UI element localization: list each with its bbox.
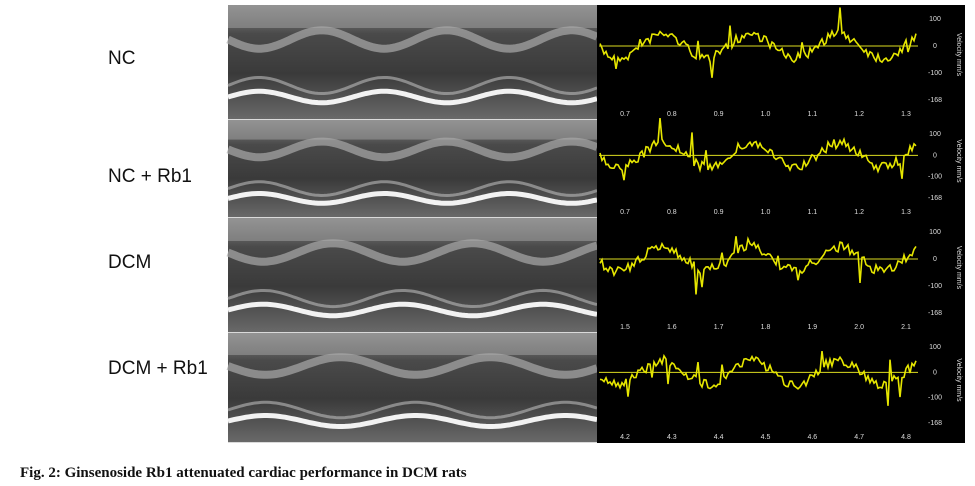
wall-top bbox=[226, 353, 599, 379]
m-mode-top bbox=[228, 218, 597, 241]
y-tick-label: 0 bbox=[933, 152, 937, 159]
x-tick-label: 1.9 bbox=[807, 324, 817, 331]
x-tick-label: 1.7 bbox=[714, 324, 724, 331]
wall-top bbox=[226, 239, 599, 266]
x-tick-label: 0.7 bbox=[620, 209, 630, 216]
panel-label: NC bbox=[108, 48, 135, 69]
x-tick-label: 0.9 bbox=[714, 209, 724, 216]
x-tick-label: 4.6 bbox=[807, 434, 817, 441]
wall-bottom-2 bbox=[227, 180, 598, 198]
y-axis-title: Velocity mm/s bbox=[955, 246, 962, 290]
y-tick-label: 100 bbox=[929, 131, 941, 138]
m-mode-top bbox=[228, 120, 597, 140]
panel-label: DCM bbox=[108, 252, 151, 273]
x-tick-label: 1.2 bbox=[854, 111, 864, 118]
y-tick-label: -100 bbox=[928, 395, 942, 402]
wall-bottom bbox=[227, 301, 598, 319]
x-tick-label: 4.3 bbox=[667, 434, 677, 441]
x-tick-label: 1.3 bbox=[901, 111, 911, 118]
x-tick-label: 1.5 bbox=[620, 324, 630, 331]
x-tick-label: 1.0 bbox=[761, 209, 771, 216]
x-tick-label: 1.2 bbox=[854, 209, 864, 216]
wall-top bbox=[226, 26, 599, 53]
y-tick-label: -168 bbox=[928, 195, 942, 202]
doppler-trace bbox=[599, 351, 917, 406]
wall-bottom-2 bbox=[227, 400, 598, 420]
wall-bottom bbox=[227, 88, 598, 106]
x-tick-label: 1.6 bbox=[667, 324, 677, 331]
m-mode-top bbox=[228, 333, 597, 355]
x-tick-label: 0.8 bbox=[667, 209, 677, 216]
m-mode-top bbox=[228, 5, 597, 28]
x-tick-label: 1.3 bbox=[901, 209, 911, 216]
y-tick-label: 0 bbox=[933, 369, 937, 376]
y-tick-label: -168 bbox=[928, 310, 942, 317]
doppler-trace bbox=[599, 7, 917, 78]
y-tick-label: 0 bbox=[933, 256, 937, 263]
x-tick-label: 1.8 bbox=[761, 324, 771, 331]
x-tick-label: 0.9 bbox=[714, 111, 724, 118]
doppler-image bbox=[597, 5, 965, 120]
y-tick-label: 100 bbox=[929, 16, 941, 23]
x-tick-label: 4.4 bbox=[714, 434, 724, 441]
doppler-trace bbox=[599, 118, 917, 181]
doppler-image bbox=[597, 120, 965, 218]
panel-label: DCM + Rb1 bbox=[108, 358, 208, 379]
panel-label: NC + Rb1 bbox=[108, 166, 192, 187]
y-tick-label: 100 bbox=[929, 344, 941, 351]
y-tick-label: 100 bbox=[929, 229, 941, 236]
doppler-image bbox=[597, 333, 965, 443]
y-axis-title: Velocity mm/s bbox=[955, 358, 962, 402]
caption: Fig. 2: Ginsenoside Rb1 attenuated cardi… bbox=[20, 465, 467, 481]
x-tick-label: 4.7 bbox=[854, 434, 864, 441]
y-tick-label: -168 bbox=[928, 97, 942, 104]
x-tick-label: 0.8 bbox=[667, 111, 677, 118]
wall-bottom-2 bbox=[227, 76, 598, 95]
wall-bottom bbox=[227, 413, 598, 429]
x-tick-label: 2.0 bbox=[854, 324, 864, 331]
y-tick-label: -100 bbox=[928, 70, 942, 77]
x-tick-label: 1.1 bbox=[807, 111, 817, 118]
y-tick-label: -168 bbox=[928, 420, 942, 427]
x-tick-label: 1.1 bbox=[807, 209, 817, 216]
y-axis-title: Velocity mm/s bbox=[955, 139, 962, 183]
x-tick-label: 0.7 bbox=[620, 111, 630, 118]
x-tick-label: 4.5 bbox=[761, 434, 771, 441]
x-tick-label: 4.2 bbox=[620, 434, 630, 441]
y-tick-label: 0 bbox=[933, 43, 937, 50]
y-axis-title: Velocity mm/s bbox=[955, 33, 962, 77]
x-tick-label: 1.0 bbox=[761, 111, 771, 118]
wall-top bbox=[226, 137, 599, 162]
y-tick-label: -100 bbox=[928, 283, 942, 290]
doppler-image bbox=[597, 218, 965, 333]
wall-bottom-2 bbox=[227, 288, 598, 309]
x-tick-label: 2.1 bbox=[901, 324, 911, 331]
x-tick-label: 4.8 bbox=[901, 434, 911, 441]
y-tick-label: -100 bbox=[928, 174, 942, 181]
doppler-trace bbox=[599, 236, 917, 295]
wall-bottom bbox=[227, 191, 598, 206]
